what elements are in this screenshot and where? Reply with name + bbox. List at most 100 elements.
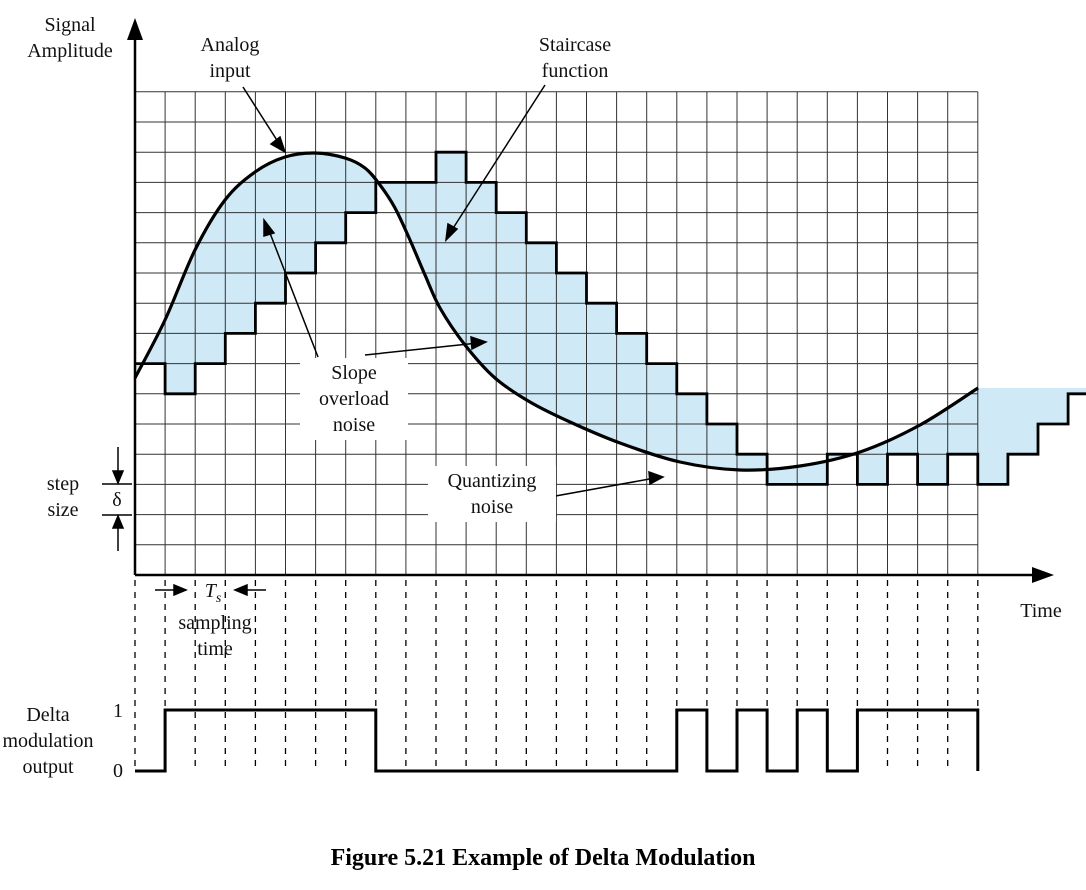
noise-fill-strip bbox=[460, 152, 462, 340]
noise-fill-strip bbox=[603, 303, 605, 437]
noise-fill-strip bbox=[245, 179, 247, 334]
noise-fill-strip bbox=[230, 193, 232, 334]
noise-fill-strip bbox=[419, 182, 421, 263]
noise-fill-strip bbox=[579, 273, 581, 427]
noise-fill-strip bbox=[894, 437, 896, 455]
noise-fill-strip bbox=[861, 451, 863, 485]
noise-fill-strip bbox=[985, 388, 987, 485]
sampling-time-label: sampling time bbox=[160, 610, 270, 662]
staircase-function-line-1: Staircase bbox=[538, 34, 612, 56]
noise-fill-strip bbox=[833, 454, 835, 460]
noise-fill-strip bbox=[591, 303, 593, 432]
analog-input-pointer-arrowhead-icon bbox=[269, 135, 287, 154]
noise-fill-strip bbox=[442, 152, 444, 313]
noise-fill-strip bbox=[734, 424, 736, 470]
noise-fill-strip bbox=[508, 212, 510, 389]
noise-fill-strip bbox=[320, 153, 322, 243]
ts-symbol-letter: T bbox=[204, 580, 216, 602]
noise-fill-strip bbox=[981, 388, 983, 485]
noise-fill-strip bbox=[388, 182, 390, 198]
noise-fill-strip bbox=[752, 454, 754, 471]
noise-fill-strip bbox=[990, 388, 992, 485]
noise-fill-strip bbox=[294, 154, 296, 273]
noise-fill-strip bbox=[896, 436, 898, 455]
noise-fill-strip bbox=[652, 363, 654, 455]
noise-fill-strip bbox=[162, 325, 164, 364]
noise-fill-strip bbox=[325, 153, 327, 243]
noise-fill-strip bbox=[1035, 388, 1037, 455]
noise-fill-strip bbox=[572, 273, 574, 424]
noise-fill-strip bbox=[523, 212, 525, 399]
noise-fill-strip bbox=[1042, 388, 1044, 424]
slope-overload-pointer-arrowhead-2-icon bbox=[470, 335, 488, 351]
noise-fill-strip bbox=[945, 409, 947, 485]
noise-fill-strip bbox=[984, 388, 986, 485]
noise-fill-strip bbox=[476, 182, 478, 360]
noise-fill-strip bbox=[149, 350, 151, 364]
noise-fill-strip bbox=[944, 410, 946, 485]
noise-fill-strip bbox=[519, 212, 521, 396]
noise-fill-strip bbox=[513, 212, 515, 392]
noise-fill-strip bbox=[639, 333, 641, 450]
noise-fill-strip bbox=[897, 436, 899, 455]
noise-fill-strip bbox=[671, 363, 673, 460]
noise-fill-strip bbox=[353, 161, 355, 213]
noise-fill-strip bbox=[811, 464, 813, 485]
noise-fill-strip bbox=[961, 398, 963, 455]
noise-fill-strip bbox=[784, 468, 786, 485]
noise-fill-strip bbox=[328, 154, 330, 243]
noise-fill-strip bbox=[540, 242, 542, 408]
noise-fill-strip bbox=[571, 273, 573, 423]
noise-fill-strip bbox=[1059, 388, 1061, 424]
signal-amplitude-line-1: Signal bbox=[44, 14, 96, 36]
noise-fill-strip bbox=[541, 242, 543, 409]
noise-fill-strip bbox=[584, 273, 586, 429]
noise-fill-strip bbox=[1023, 388, 1025, 455]
noise-fill-strip bbox=[426, 182, 428, 279]
noise-fill-strip bbox=[550, 242, 552, 413]
noise-fill-strip bbox=[384, 182, 386, 192]
noise-fill-strip bbox=[662, 363, 664, 458]
noise-fill-strip bbox=[361, 165, 363, 213]
noise-fill-strip bbox=[755, 454, 757, 471]
noise-fill-strip bbox=[1048, 388, 1050, 424]
sampling-time-line-1: sampling bbox=[178, 612, 252, 634]
noise-fill-strip bbox=[669, 363, 671, 460]
noise-fill-strip bbox=[418, 182, 420, 260]
noise-fill-strip bbox=[566, 273, 568, 421]
noise-fill-strip bbox=[512, 212, 514, 392]
noise-fill-strip bbox=[457, 152, 459, 336]
noise-fill-strip bbox=[761, 454, 763, 470]
noise-fill-strip bbox=[777, 468, 779, 485]
noise-fill-strip bbox=[628, 333, 630, 447]
noise-fill-strip bbox=[196, 247, 198, 364]
noise-fill-strip bbox=[749, 454, 751, 471]
noise-fill-strip bbox=[533, 242, 535, 405]
noise-fill-strip bbox=[935, 415, 937, 485]
noise-fill-strip bbox=[156, 337, 158, 364]
noise-fill-strip bbox=[702, 393, 704, 467]
noise-fill-strip bbox=[1015, 388, 1017, 455]
noise-fill-strip bbox=[488, 182, 490, 372]
noise-fill-strip bbox=[722, 424, 724, 469]
noise-fill-strip bbox=[905, 432, 907, 455]
noise-fill-strip bbox=[524, 212, 526, 399]
noise-fill-strip bbox=[782, 468, 784, 485]
noise-fill-strip bbox=[768, 469, 770, 485]
noise-fill-strip bbox=[564, 273, 566, 420]
noise-fill-strip bbox=[398, 182, 400, 215]
noise-fill-strip bbox=[470, 182, 472, 352]
noise-fill-strip bbox=[940, 412, 942, 485]
noise-fill-strip bbox=[656, 363, 658, 456]
noise-fill-strip bbox=[757, 454, 759, 471]
noise-fill-strip bbox=[216, 211, 218, 364]
noise-fill-strip bbox=[395, 182, 397, 209]
noise-fill-strip bbox=[750, 454, 752, 471]
noise-fill-strip bbox=[1070, 388, 1072, 394]
noise-fill-strip bbox=[967, 394, 969, 455]
noise-fill-strip bbox=[1074, 388, 1076, 394]
noise-fill-strip bbox=[422, 182, 424, 270]
noise-fill-strip bbox=[668, 363, 670, 460]
noise-fill-strip bbox=[780, 468, 782, 485]
